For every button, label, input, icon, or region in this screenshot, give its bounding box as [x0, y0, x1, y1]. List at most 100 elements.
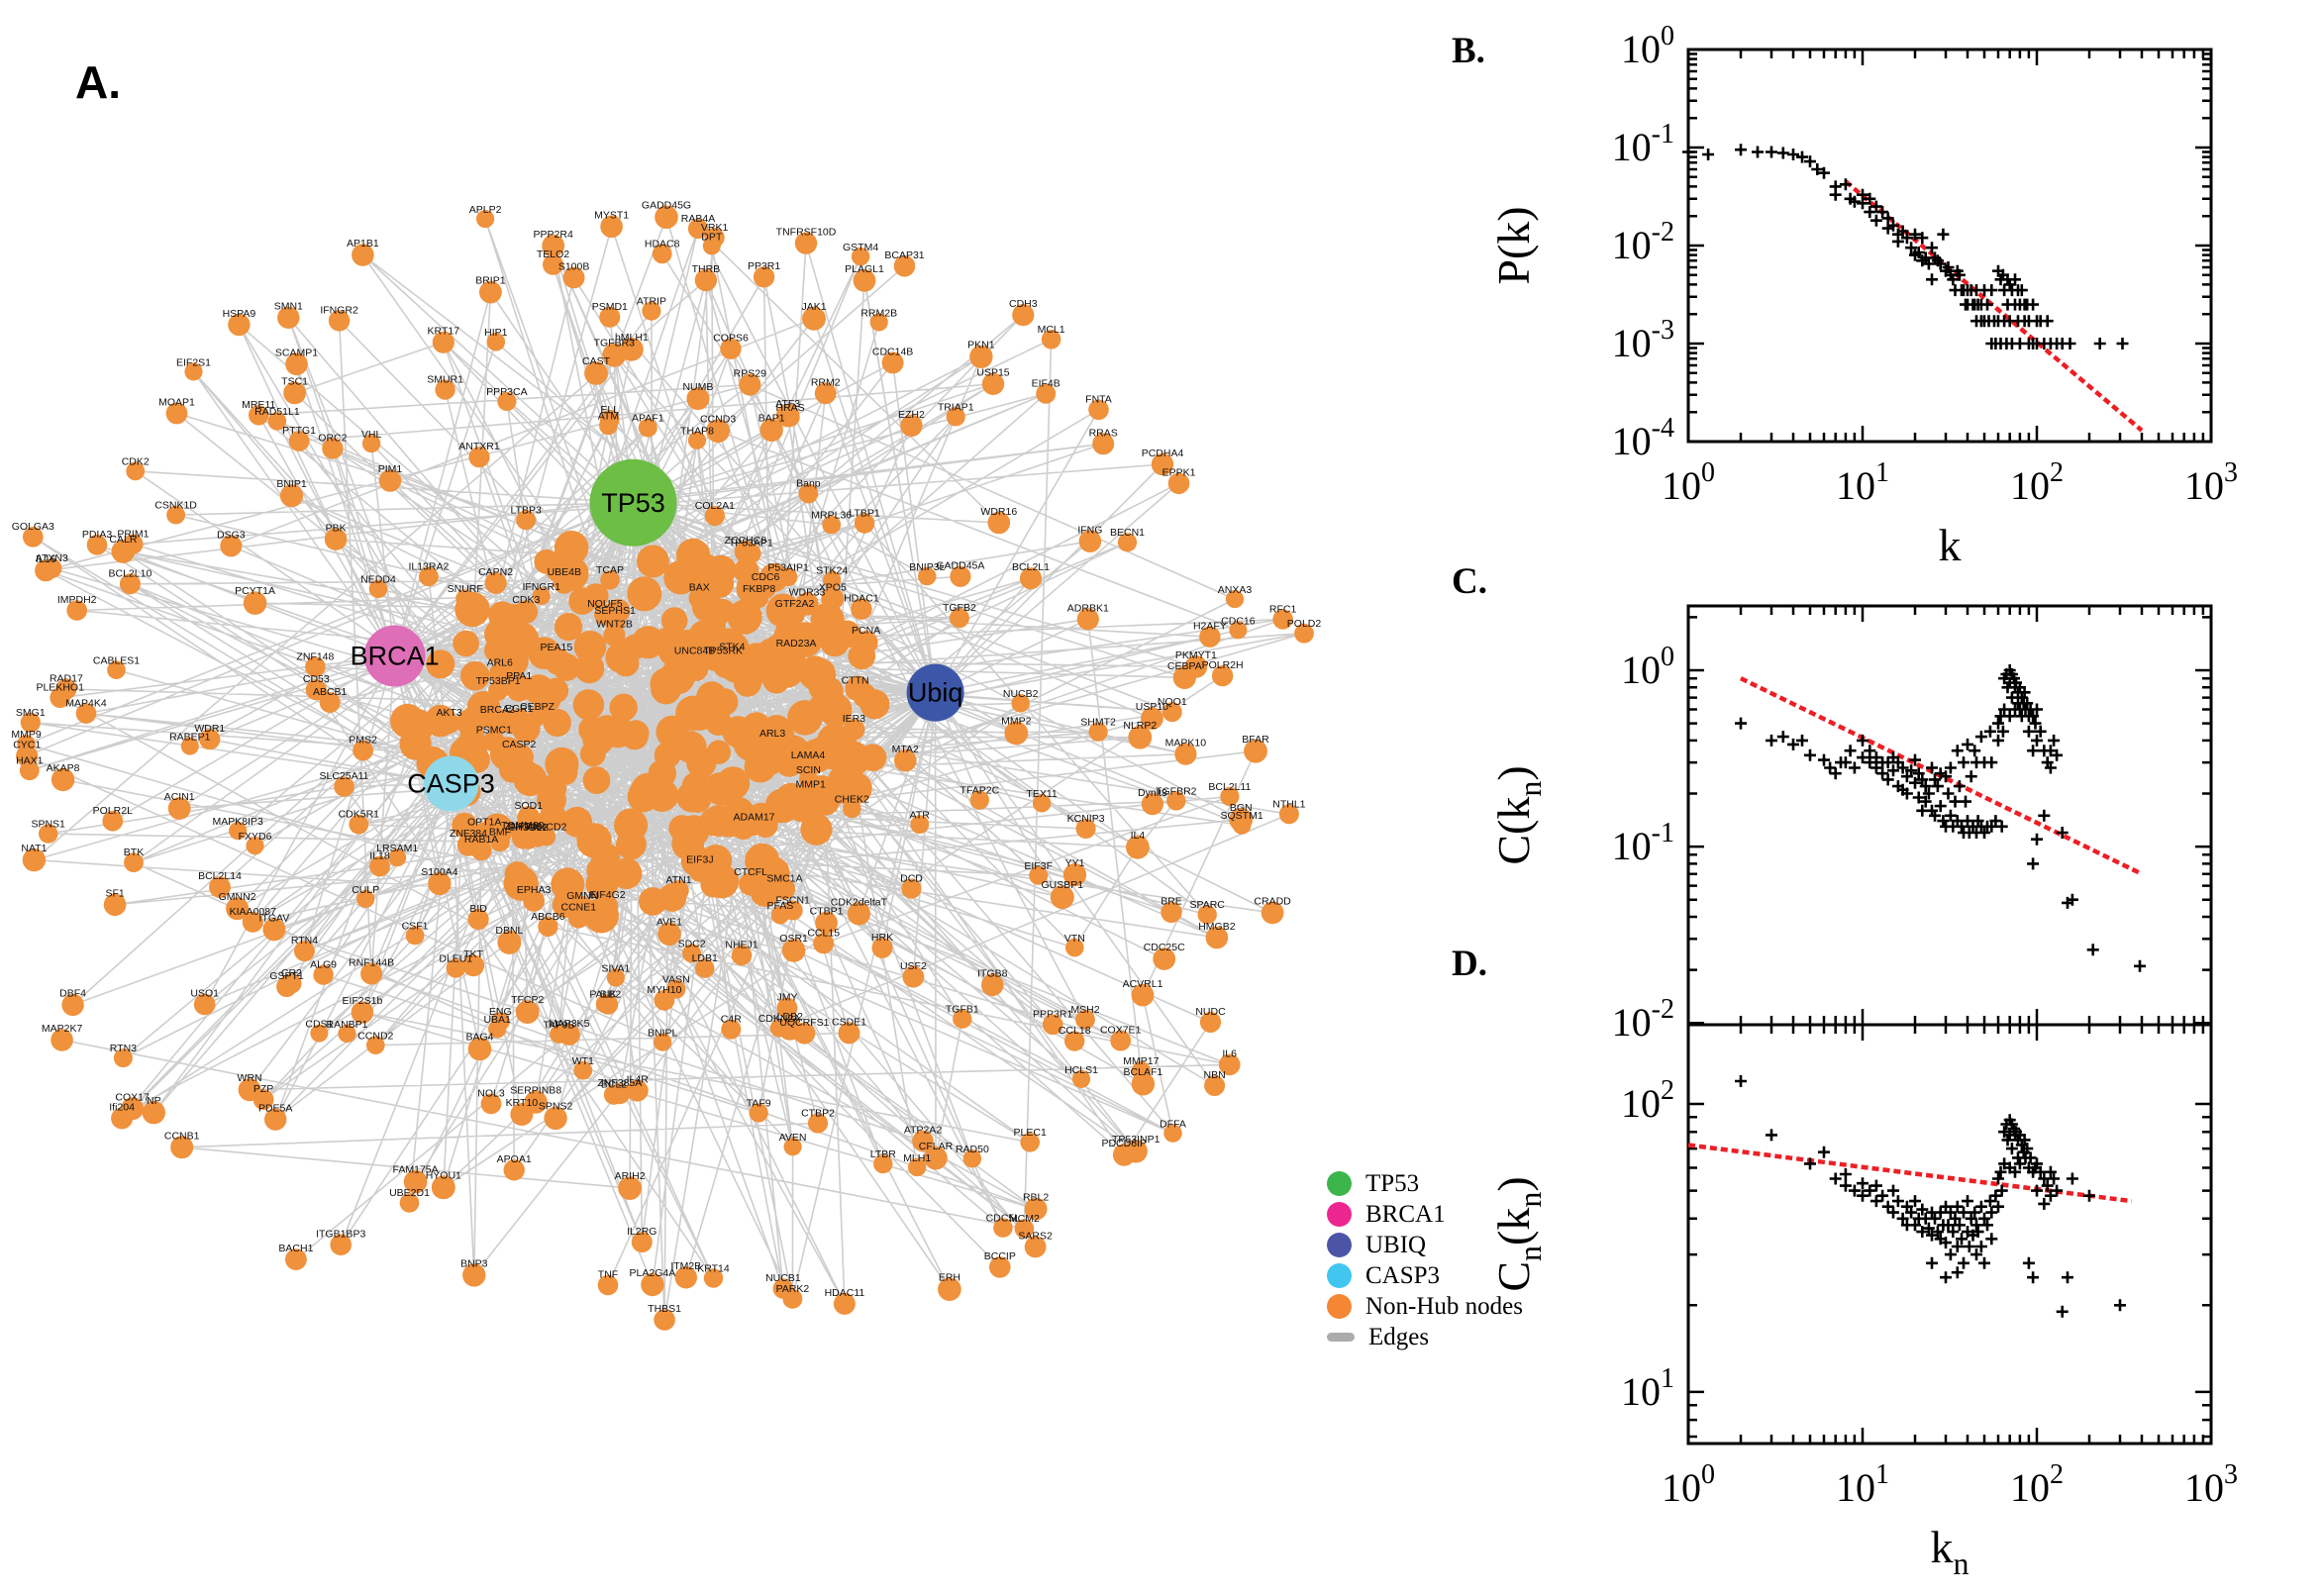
network-node[interactable] [490, 1012, 510, 1032]
network-node[interactable] [1204, 1075, 1226, 1096]
network-node[interactable] [388, 848, 407, 867]
network-node[interactable] [987, 511, 1011, 535]
network-node[interactable] [1075, 819, 1096, 839]
network-node[interactable] [800, 813, 833, 846]
network-node[interactable] [1012, 304, 1035, 327]
network-node[interactable] [1151, 452, 1174, 476]
network-node[interactable] [573, 1060, 593, 1080]
network-node[interactable] [399, 1193, 420, 1213]
network-node[interactable] [515, 1000, 540, 1024]
network-node[interactable] [499, 756, 526, 783]
network-node[interactable] [462, 954, 485, 977]
network-node[interactable] [103, 893, 127, 917]
network-node[interactable] [1128, 725, 1153, 749]
network-node[interactable] [1131, 1060, 1151, 1081]
network-node[interactable] [1019, 567, 1043, 590]
network-node[interactable] [126, 461, 146, 481]
network-node[interactable] [1014, 1219, 1035, 1239]
network-node[interactable] [1088, 399, 1109, 421]
network-node[interactable] [858, 744, 887, 771]
network-node[interactable] [606, 968, 626, 987]
network-node[interactable] [405, 926, 425, 946]
network-node[interactable] [428, 871, 452, 896]
network-node[interactable] [360, 962, 383, 985]
network-node[interactable] [675, 538, 711, 573]
network-node[interactable] [781, 939, 806, 962]
network-node[interactable] [75, 703, 97, 724]
network-node[interactable] [562, 266, 585, 289]
network-node[interactable] [800, 657, 837, 693]
network-node[interactable] [794, 232, 818, 254]
network-node[interactable] [686, 387, 710, 411]
network-node[interactable] [702, 237, 721, 255]
network-node[interactable] [938, 1277, 961, 1301]
network-node[interactable] [285, 1248, 307, 1270]
network-node[interactable] [107, 660, 126, 679]
network-node[interactable] [674, 1266, 697, 1289]
network-node[interactable] [590, 843, 621, 872]
network-node[interactable] [659, 658, 695, 695]
network-node[interactable] [561, 806, 593, 838]
network-node[interactable] [1062, 863, 1087, 887]
network-node[interactable] [618, 1176, 642, 1200]
network-node[interactable] [1112, 1144, 1136, 1166]
network-node[interactable] [209, 876, 231, 898]
network-node[interactable] [946, 407, 965, 427]
network-node[interactable] [655, 205, 678, 230]
network-node[interactable] [1088, 722, 1108, 742]
network-node[interactable] [584, 361, 608, 385]
network-node[interactable] [1041, 330, 1061, 349]
network-node[interactable] [550, 1025, 568, 1044]
network-node[interactable] [802, 306, 826, 331]
network-node[interactable] [769, 1019, 789, 1038]
network-node[interactable] [523, 674, 555, 705]
network-node[interactable] [710, 688, 739, 716]
network-node[interactable] [142, 1101, 165, 1125]
network-node[interactable] [727, 599, 762, 635]
network-node[interactable] [1024, 1236, 1047, 1258]
network-node[interactable] [1032, 794, 1052, 813]
network-node[interactable] [310, 1024, 329, 1043]
network-node[interactable] [652, 244, 672, 264]
network-node[interactable] [542, 234, 565, 257]
network-node[interactable] [949, 608, 969, 629]
network-node[interactable] [706, 740, 731, 764]
network-node[interactable] [1225, 590, 1245, 609]
network-node[interactable] [694, 958, 715, 978]
network-node[interactable] [467, 1037, 492, 1061]
network-node[interactable] [468, 447, 490, 468]
network-node[interactable] [1174, 743, 1197, 765]
network-node[interactable] [426, 649, 455, 679]
network-node[interactable] [226, 897, 250, 921]
network-node[interactable] [822, 515, 842, 535]
network-node[interactable] [807, 1113, 829, 1134]
network-node[interactable] [969, 790, 990, 810]
network-node[interactable] [1110, 1030, 1132, 1051]
network-node[interactable] [516, 510, 537, 531]
network-node[interactable] [901, 878, 922, 899]
network-node[interactable] [893, 255, 916, 277]
network-node[interactable] [349, 814, 369, 835]
network-node[interactable] [833, 1292, 856, 1315]
network-node[interactable] [351, 1001, 374, 1024]
network-node[interactable] [599, 409, 620, 430]
network-node[interactable] [574, 653, 605, 684]
network-node[interactable] [694, 268, 718, 292]
network-node[interactable] [1029, 865, 1049, 885]
network-node[interactable] [1071, 1069, 1091, 1088]
network-node[interactable] [636, 545, 669, 578]
network-node[interactable] [1272, 609, 1293, 630]
network-node[interactable] [166, 505, 186, 525]
network-node[interactable] [770, 735, 805, 769]
hub-node-ubiq[interactable] [906, 663, 964, 722]
network-node[interactable] [368, 579, 388, 599]
network-node[interactable] [479, 280, 502, 304]
network-node[interactable] [294, 941, 315, 962]
network-node[interactable] [398, 708, 435, 745]
hub-node-tp53[interactable] [589, 458, 677, 547]
network-node[interactable] [881, 351, 904, 374]
network-node[interactable] [453, 630, 479, 657]
network-node[interactable] [1036, 383, 1057, 404]
network-node[interactable] [121, 1097, 145, 1121]
network-node[interactable] [111, 540, 136, 563]
